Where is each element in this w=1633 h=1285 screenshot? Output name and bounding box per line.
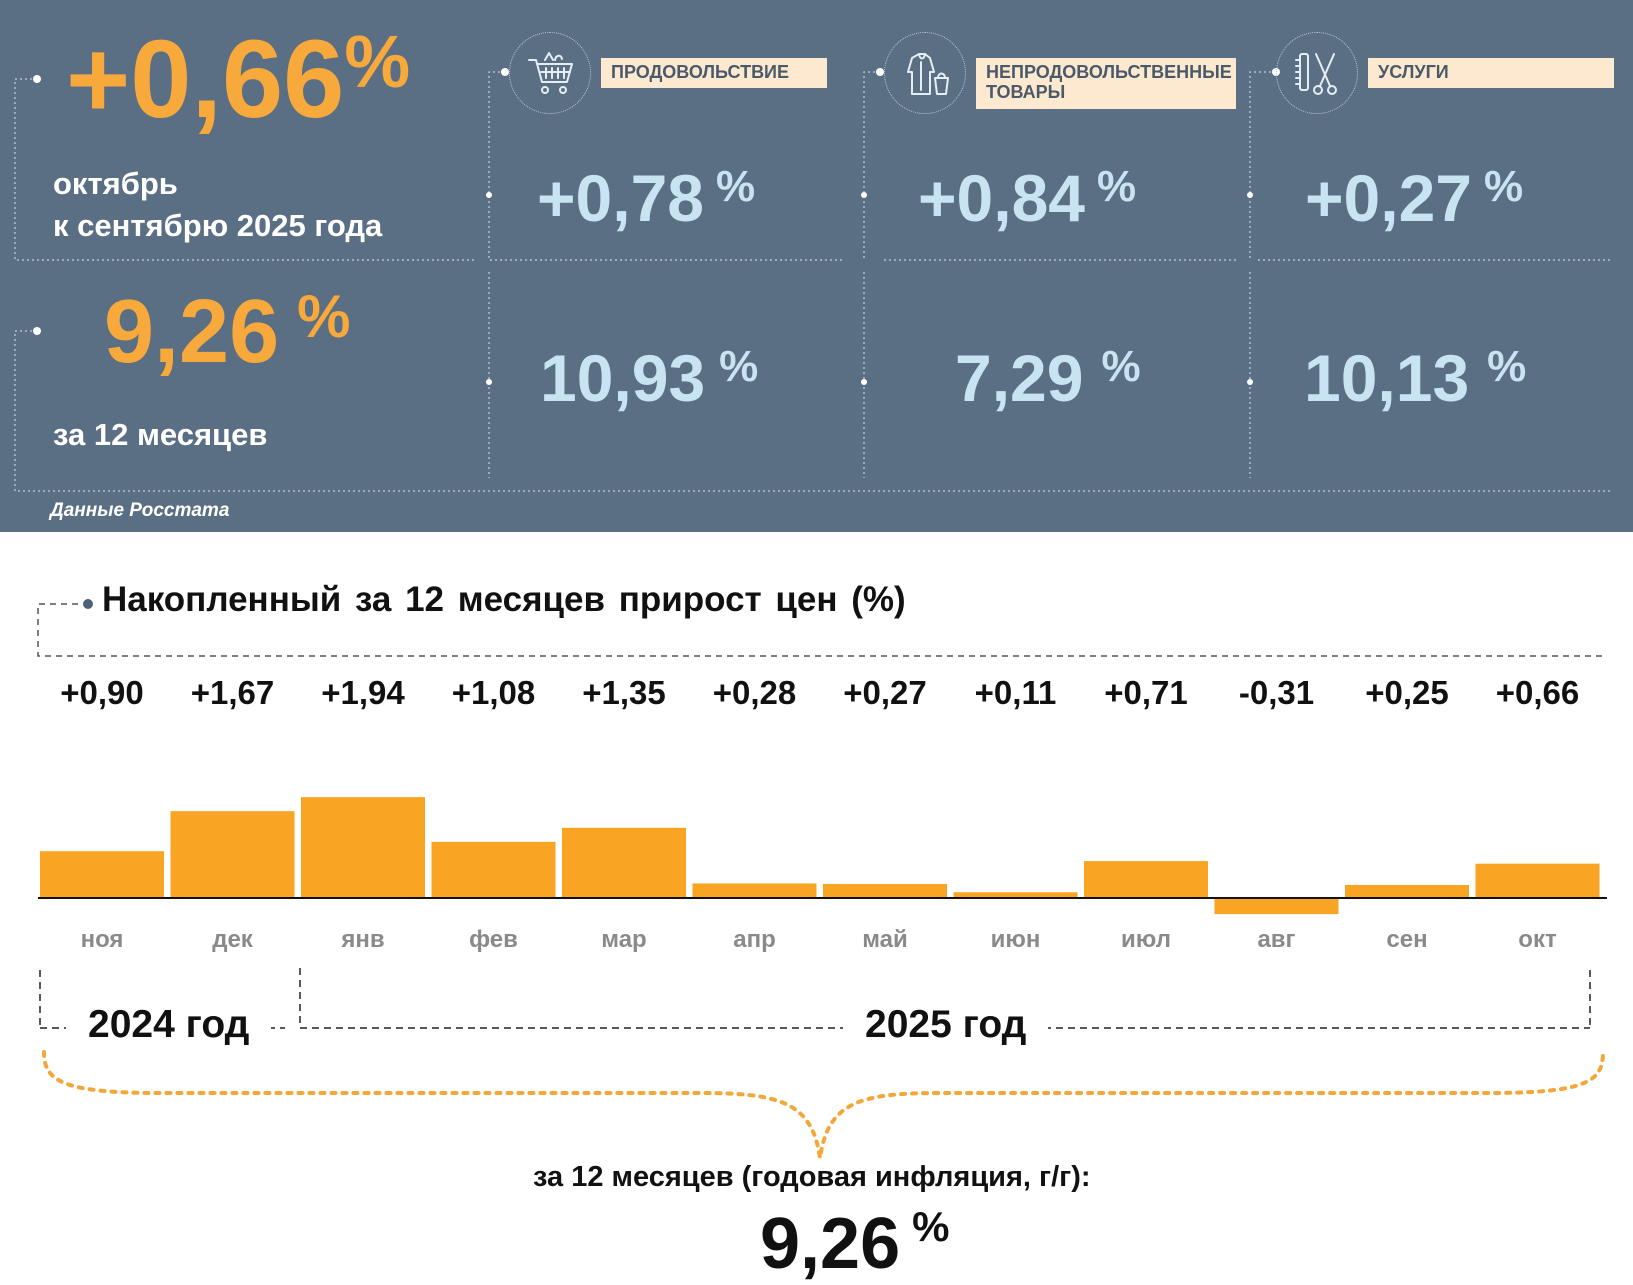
month-label-ноя: ноя (81, 926, 124, 953)
services-icon-badge (1276, 32, 1358, 114)
bar-апр (692, 883, 817, 898)
annual-caption: за 12 месяцев (53, 417, 268, 452)
services-monthly-value: +0,27% (1305, 161, 1524, 235)
value-label-апр: +0,28 (713, 674, 797, 711)
value-label-фев: +1,08 (452, 674, 536, 711)
monthly-inflation-value: +0,66% (66, 18, 411, 141)
month-label-мар: мар (601, 926, 646, 953)
value-label-сен: +0,25 (1365, 674, 1449, 711)
data-source: Данные Росстата (50, 500, 230, 521)
bar-май (823, 883, 947, 898)
shopping-cart-icon (528, 52, 573, 94)
bar-июл (1084, 861, 1208, 898)
month-label-окт: окт (1518, 926, 1557, 953)
panel-grid-lines (14, 68, 1613, 492)
bar-ноя (40, 851, 164, 898)
month-label-янв: янв (340, 926, 384, 953)
value-label-май: +0,27 (843, 674, 927, 711)
scissors-comb-icon (1295, 53, 1337, 95)
chart-title: Накопленный за 12 месяцев прирост цен (%… (102, 580, 906, 619)
value-label-дек: +1,67 (191, 674, 275, 711)
summary-brace (42, 1050, 1605, 1159)
value-label-мар: +1,35 (582, 674, 666, 711)
month-label-сен: сен (1386, 926, 1427, 953)
bar-дек (170, 811, 295, 898)
month-label-дек: дек (212, 926, 254, 953)
month-label-июн: июн (991, 926, 1041, 953)
nonfood-annual-value: 7,29% (955, 341, 1141, 415)
month-label-апр: апр (733, 926, 776, 953)
year-label-2024: 2024 год (66, 1003, 272, 1047)
value-label-янв: +1,94 (321, 674, 405, 711)
bar-фев (431, 841, 556, 898)
annual-inflation-total: 9,26% (760, 1203, 950, 1284)
food-monthly-value: +0,78% (537, 161, 756, 235)
value-label-авг: -0,31 (1239, 674, 1314, 711)
month-label-июл: июл (1121, 926, 1171, 953)
bar-окт (1475, 863, 1600, 898)
value-label-окт: +0,66 (1496, 674, 1580, 711)
nonfood-icon-badge (884, 32, 966, 114)
month-label-фев: фев (469, 926, 518, 953)
bar-сен (1345, 885, 1469, 898)
food-icon-badge (509, 32, 591, 114)
month-label-май: май (862, 926, 908, 953)
category-label-food: ПРОДОВОЛЬСТВИЕ (601, 58, 827, 88)
category-label-nonfood: НЕПРОДОВОЛЬСТВЕННЫЕ ТОВАРЫ (976, 58, 1236, 109)
monthly-caption: октябрь к сентябрю 2025 года (53, 166, 383, 243)
value-label-июл: +0,71 (1104, 674, 1188, 711)
month-label-авг: авг (1257, 926, 1295, 953)
inflation-summary-panel: +0,66% октябрь к сентябрю 2025 года 9,26… (0, 0, 1633, 532)
annual-inflation-caption: за 12 месяцев (годовая инфляция, г/г): (533, 1161, 1091, 1193)
year-bracket-lines (39, 968, 1605, 1159)
bar-мар (562, 827, 686, 898)
bar-авг (1214, 898, 1339, 915)
bar-янв (301, 797, 425, 898)
clothing-icon (907, 53, 949, 95)
services-annual-value: 10,13% (1304, 341, 1527, 415)
year-label-2025: 2025 год (843, 1003, 1049, 1047)
annual-inflation-value: 9,26% (104, 282, 351, 382)
value-label-ноя: +0,90 (60, 674, 144, 711)
category-label-services: УСЛУГИ (1368, 58, 1614, 88)
nonfood-monthly-value: +0,84% (918, 161, 1137, 235)
bar-июн (953, 892, 1078, 898)
food-annual-value: 10,93% (540, 341, 759, 415)
chart-frame-lines (37, 599, 1607, 657)
value-label-июн: +0,11 (975, 674, 1057, 711)
